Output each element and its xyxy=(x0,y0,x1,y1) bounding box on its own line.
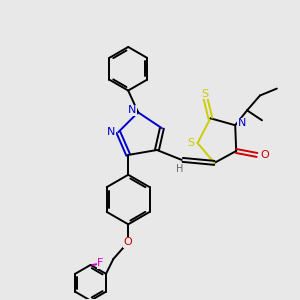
Text: N: N xyxy=(107,127,116,137)
Text: H: H xyxy=(176,164,183,174)
Text: N: N xyxy=(238,118,246,128)
Text: S: S xyxy=(201,88,208,98)
Text: S: S xyxy=(187,138,194,148)
Text: O: O xyxy=(124,237,133,247)
Text: F: F xyxy=(97,258,104,268)
Text: O: O xyxy=(261,150,269,160)
Text: N: N xyxy=(128,105,136,116)
